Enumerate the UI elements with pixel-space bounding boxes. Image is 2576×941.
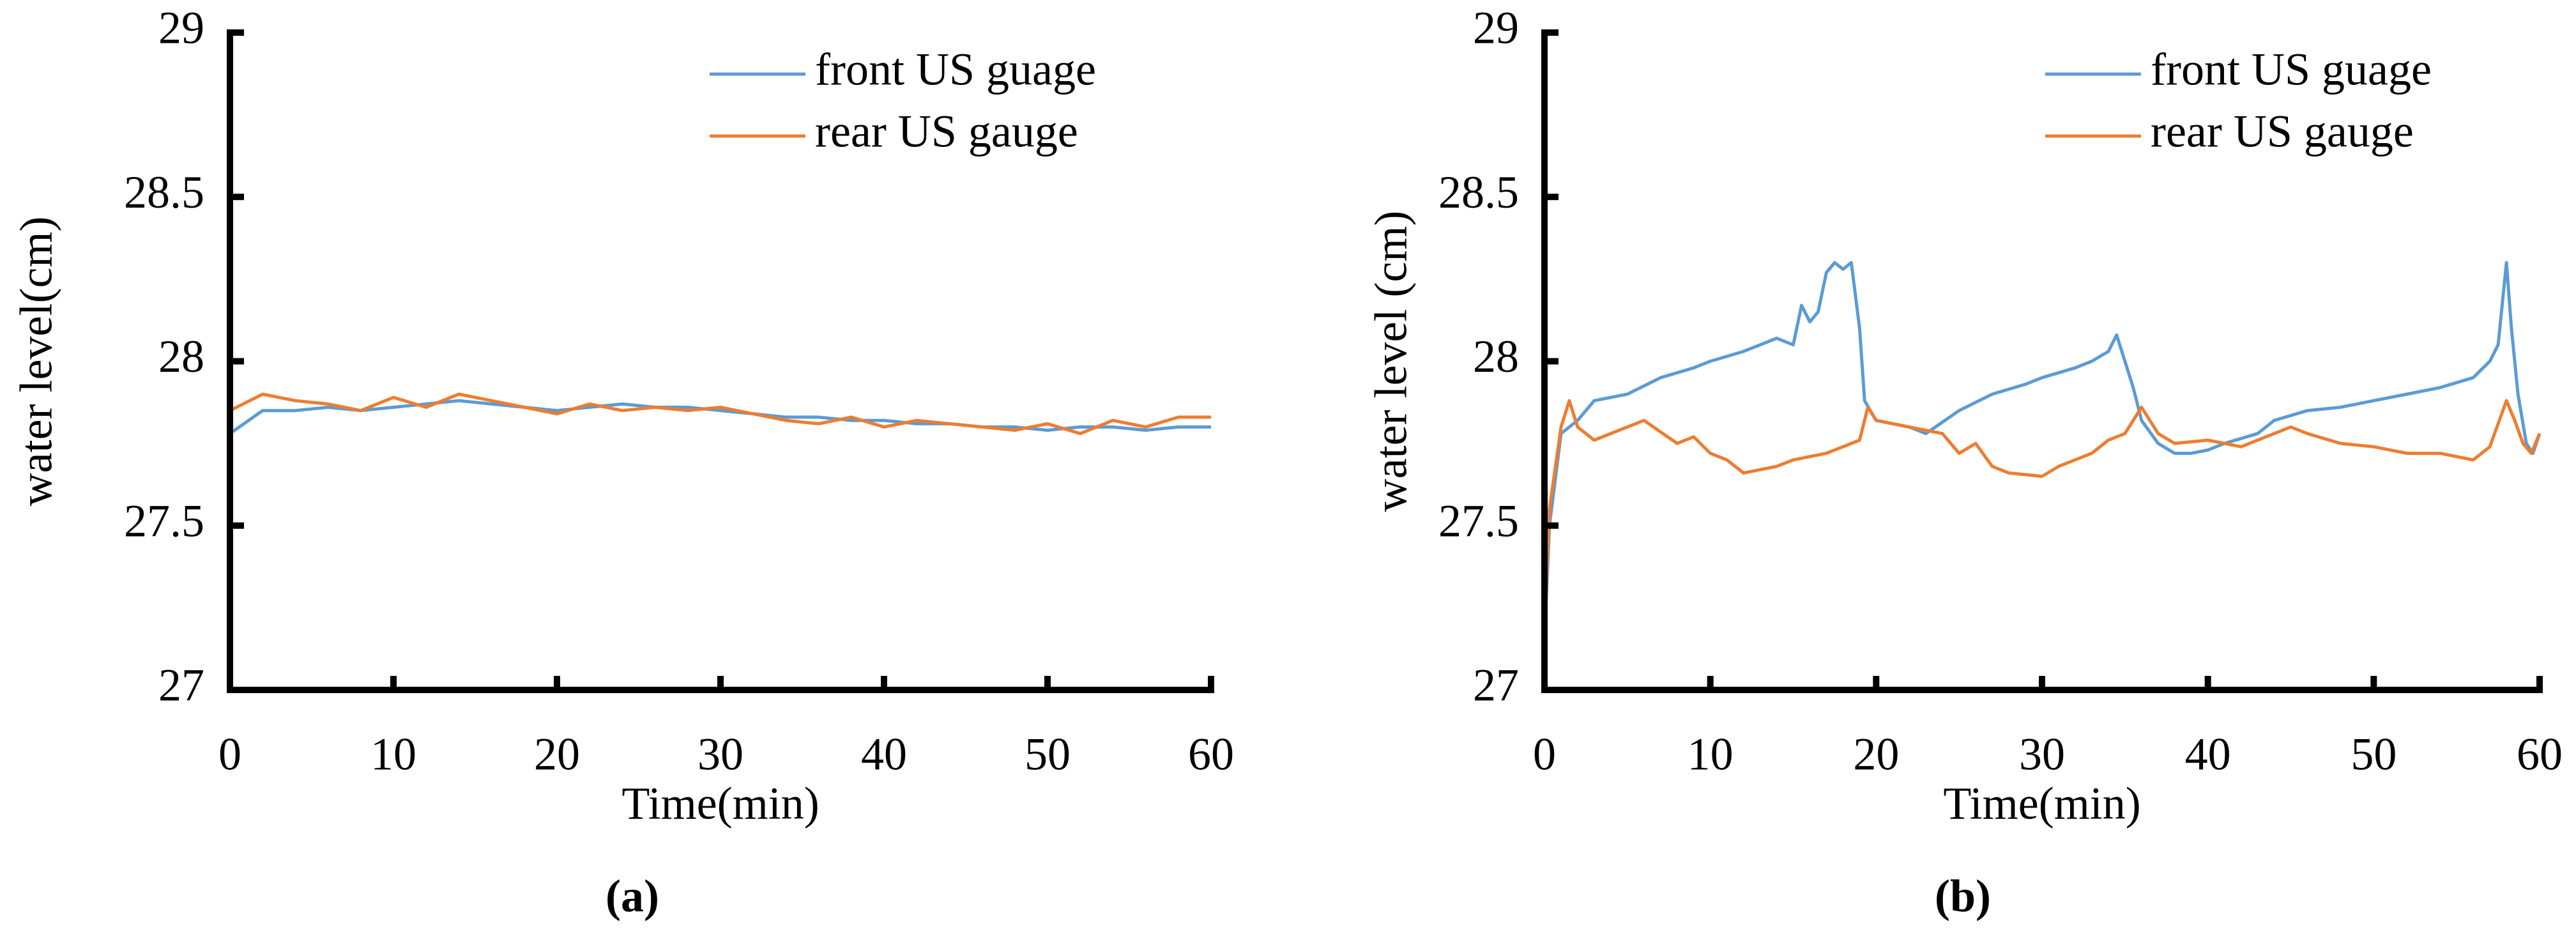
caption: (a) — [606, 871, 659, 922]
x-tick-label: 50 — [2351, 729, 2397, 780]
x-tick-label: 10 — [370, 729, 416, 780]
caption: (b) — [1935, 871, 1991, 922]
legend-label: rear US gauge — [815, 106, 1078, 157]
y-axis-title: water level(cm) — [11, 217, 62, 507]
x-tick-label: 20 — [1853, 729, 1899, 780]
x-tick-label: 20 — [534, 729, 580, 780]
x-axis-title: Time(min) — [621, 778, 819, 829]
y-tick-label: 27.5 — [124, 495, 204, 546]
data-line — [1543, 261, 2542, 641]
y-tick-label: 29 — [1473, 3, 1519, 54]
x-tick-label: 40 — [2185, 729, 2231, 780]
legend-label: front US guage — [815, 44, 1096, 95]
y-tick-label: 28.5 — [1438, 167, 1519, 218]
y-tick-label: 27 — [1473, 660, 1519, 711]
legend-label: rear US gauge — [2151, 106, 2414, 157]
data-line — [229, 392, 1211, 436]
x-tick-label: 60 — [1188, 729, 1234, 780]
legend-label: front US guage — [2151, 44, 2432, 95]
data-line — [1543, 399, 2542, 625]
x-tick-label: 30 — [697, 729, 743, 780]
x-tick-label: 0 — [1533, 729, 1556, 780]
y-tick-label: 27 — [158, 660, 204, 711]
x-tick-label: 30 — [2019, 729, 2065, 780]
x-tick-label: 60 — [2517, 729, 2563, 780]
x-tick-label: 40 — [861, 729, 907, 780]
y-tick-label: 28.5 — [124, 167, 204, 218]
y-tick-label: 29 — [158, 3, 204, 54]
y-axis-title: water level (cm) — [1366, 211, 1417, 512]
x-axis-title: Time(min) — [1943, 778, 2140, 829]
y-tick-label: 28 — [158, 331, 204, 382]
data-line — [229, 399, 1211, 435]
y-tick-label: 27.5 — [1438, 495, 1519, 546]
x-tick-label: 10 — [1688, 729, 1734, 780]
x-tick-label: 50 — [1025, 729, 1071, 780]
x-tick-label: 0 — [218, 729, 241, 780]
y-tick-label: 28 — [1473, 331, 1519, 382]
